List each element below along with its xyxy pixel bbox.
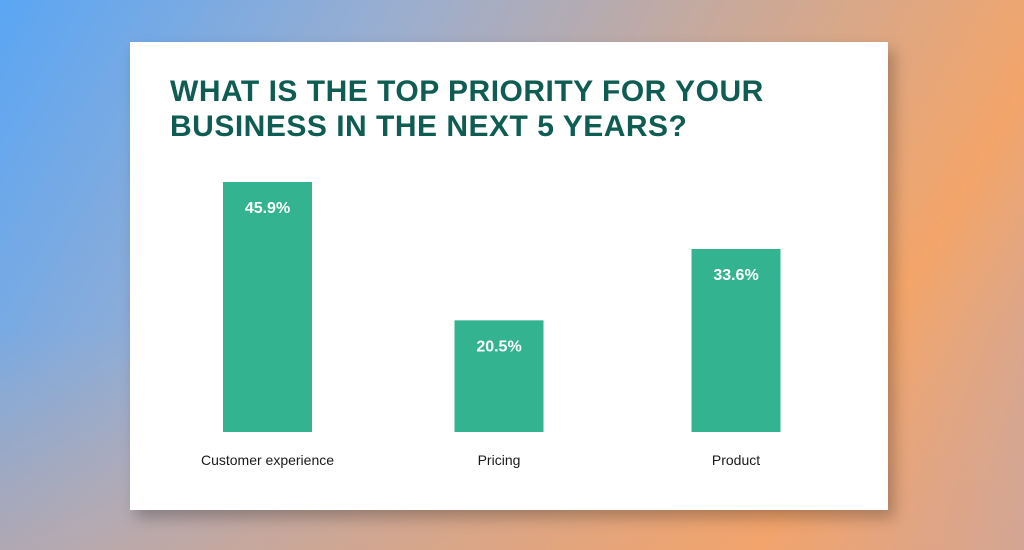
chart-card: WHAT IS THE TOP PRIORITY FOR YOUR BUSINE…	[130, 42, 888, 510]
chart-title-line-1: WHAT IS THE TOP PRIORITY FOR YOUR	[170, 75, 764, 108]
bar-2	[691, 248, 781, 432]
category-label-2: Product	[712, 452, 760, 468]
chart-title: WHAT IS THE TOP PRIORITY FOR YOUR BUSINE…	[170, 74, 764, 144]
data-label-2: 33.6%	[713, 267, 758, 284]
bar-chart: 45.9% Customer experience 20.5% Pricing 33.6…	[201, 182, 781, 468]
data-label-1: 20.5%	[476, 338, 521, 355]
category-label-0: Customer experience	[201, 452, 334, 468]
chart-title-line-2: BUSINESS IN THE NEXT 5 YEARS?	[170, 110, 688, 143]
category-label-1: Pricing	[478, 452, 521, 468]
bar-0	[223, 182, 312, 432]
data-label-0: 45.9%	[245, 200, 290, 217]
bar-1	[454, 320, 544, 432]
